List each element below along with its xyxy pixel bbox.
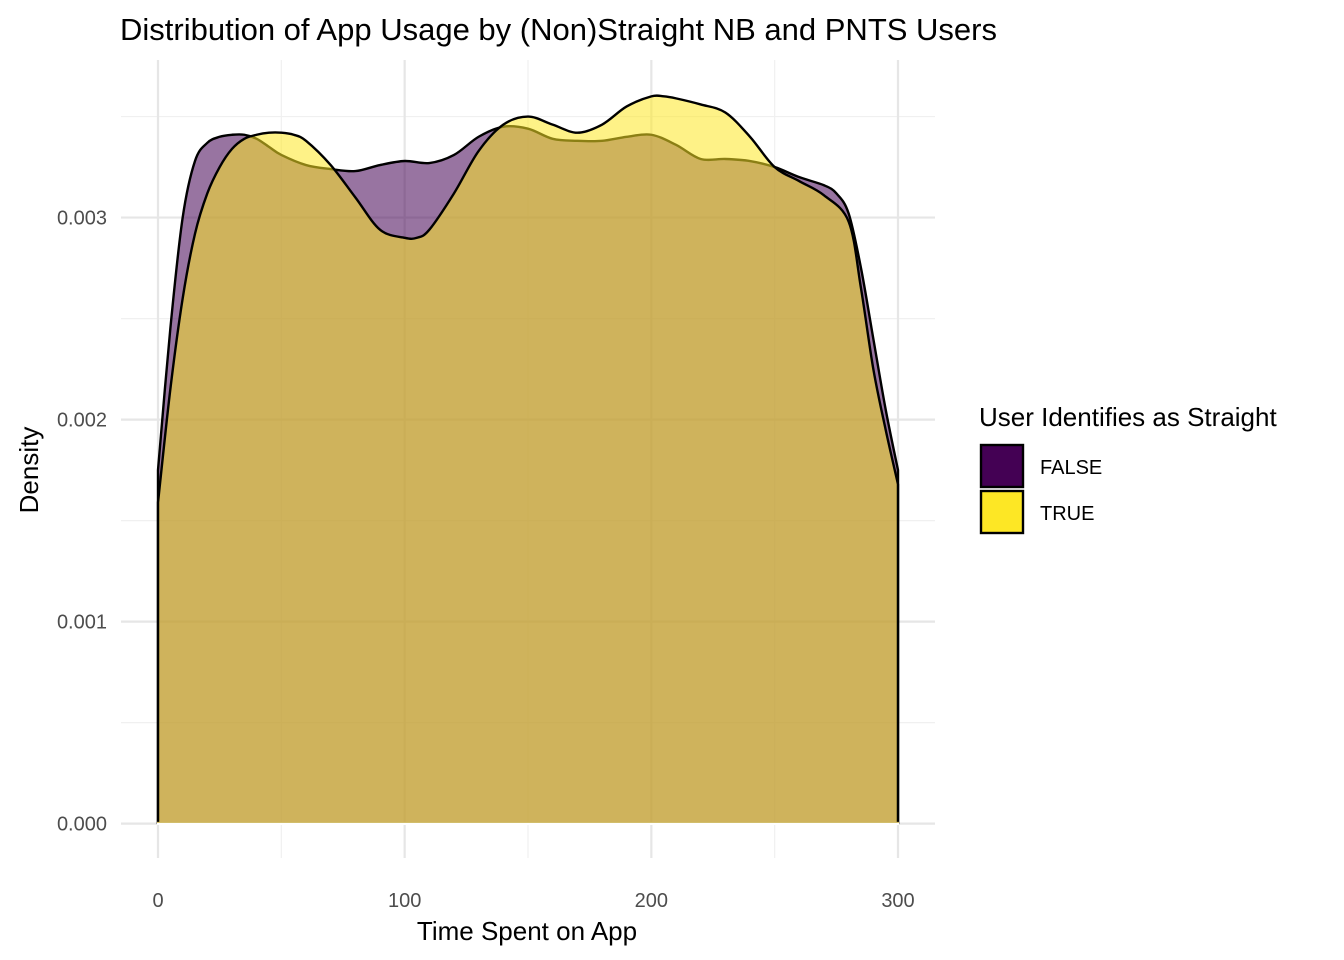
y-tick-label: 0.002 [57, 410, 107, 432]
y-axis-title: Density [14, 427, 44, 514]
density-area-true [156, 94, 900, 825]
chart-title: Distribution of App Usage by (Non)Straig… [120, 12, 997, 47]
x-tick-label: 0 [152, 890, 163, 912]
y-tick-label: 0.001 [57, 612, 107, 634]
legend-items: FALSE TRUE [979, 443, 1102, 535]
x-axis-title: Time Spent on App [417, 916, 637, 946]
x-tick-label: 100 [388, 890, 421, 912]
density-areas [156, 94, 900, 825]
x-tick-label: 300 [881, 890, 914, 912]
x-tick-label: 200 [635, 890, 668, 912]
legend-label-false: FALSE [1040, 457, 1102, 479]
y-axis-ticks: 0.000 0.001 0.002 0.003 [57, 208, 107, 836]
legend-title: User Identifies as Straight [979, 402, 1277, 432]
x-axis-ticks: 0 100 200 300 [152, 890, 914, 912]
legend: User Identifies as Straight FALSE TRUE [979, 402, 1277, 535]
legend-key-false [979, 443, 1025, 489]
plot-panel [121, 60, 935, 858]
y-tick-label: 0.003 [57, 208, 107, 230]
y-tick-label: 0.000 [57, 814, 107, 836]
legend-key-true [979, 489, 1025, 535]
legend-label-true: TRUE [1040, 503, 1094, 525]
